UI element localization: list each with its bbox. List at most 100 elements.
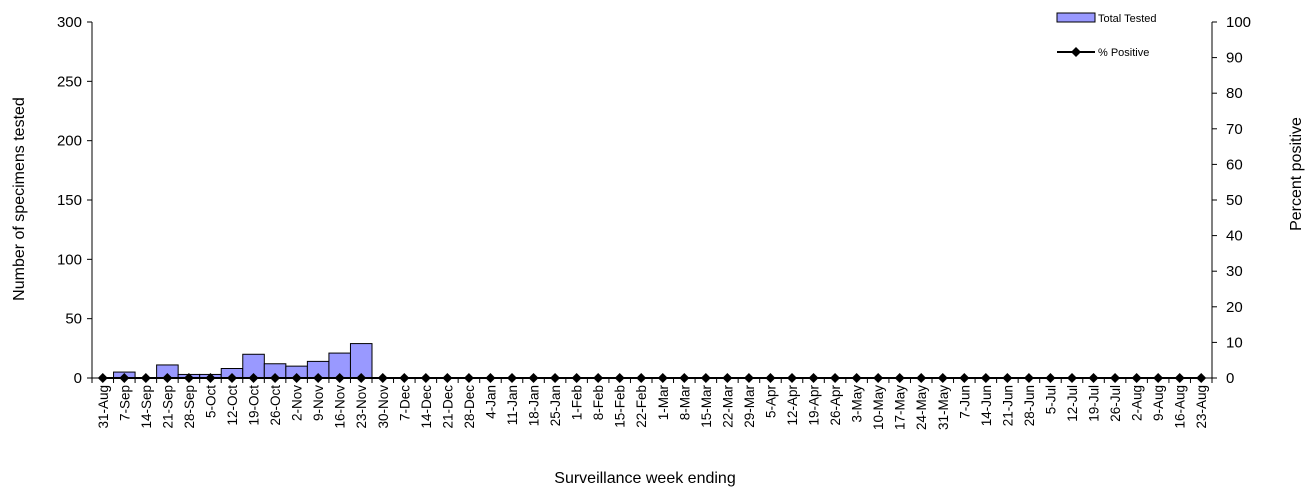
x-tick-label: 21-Sep	[160, 385, 175, 429]
line-point	[1110, 373, 1121, 383]
x-tick-label: 15-Feb	[613, 385, 628, 428]
x-tick-label: 7-Sep	[117, 385, 132, 421]
x-tick-label: 10-May	[871, 385, 886, 430]
x-tick-label: 4-Jan	[483, 385, 498, 419]
x-tick-label: 24-May	[914, 385, 929, 430]
line-point	[571, 373, 582, 383]
line-point	[894, 373, 905, 383]
line-point	[593, 373, 604, 383]
x-tick-label: 28-Sep	[182, 385, 197, 429]
x-tick-label: 31-Aug	[96, 385, 111, 429]
y-tick-label: 50	[65, 311, 82, 328]
line-point	[808, 373, 819, 383]
x-tick-label: 3-May	[850, 385, 865, 423]
x-tick-label: 8-Mar	[677, 385, 692, 421]
legend-label-total-tested: Total Tested	[1098, 13, 1157, 25]
x-tick-label: 9-Aug	[1151, 385, 1166, 421]
line-point	[614, 373, 625, 383]
y-tick-label: 300	[57, 14, 82, 31]
line-point	[442, 373, 453, 383]
y2-tick-label: 40	[1226, 228, 1243, 245]
y2-tick-label: 60	[1226, 156, 1243, 173]
x-tick-label: 1-Mar	[656, 385, 671, 421]
line-point	[485, 373, 496, 383]
line-point	[722, 373, 733, 383]
line-point	[636, 373, 647, 383]
line-point	[463, 373, 474, 383]
x-tick-label: 16-Aug	[1173, 385, 1188, 429]
y2-tick-label: 80	[1226, 85, 1243, 102]
legend-marker-percent-positive	[1071, 47, 1081, 57]
line-point	[937, 373, 948, 383]
line-point	[1153, 373, 1164, 383]
x-tick-label: 22-Mar	[720, 385, 735, 428]
x-tick-label: 26-Oct	[268, 385, 283, 426]
x-tick-label: 12-Oct	[225, 385, 240, 426]
line-point	[291, 373, 302, 383]
x-tick-label: 12-Apr	[785, 385, 800, 426]
x-tick-label: 21-Dec	[440, 385, 455, 429]
line-point	[743, 373, 754, 383]
line-point	[980, 373, 991, 383]
line-point	[1067, 373, 1077, 383]
y-tick-label: 250	[57, 73, 82, 90]
y-tick-label: 200	[57, 133, 82, 150]
line-point	[334, 373, 345, 383]
line-point	[1045, 373, 1056, 383]
line-point	[313, 373, 324, 383]
x-tick-label: 19-Jul	[1087, 385, 1102, 422]
x-tick-label: 30-Nov	[376, 385, 391, 429]
x-tick-label: 16-Nov	[333, 385, 348, 429]
y2-tick-label: 10	[1226, 334, 1243, 351]
y-tick-label: 100	[57, 251, 82, 268]
x-tick-label: 23-Nov	[354, 385, 369, 429]
x-tick-label: 9-Nov	[311, 385, 326, 421]
x-tick-label: 21-Jun	[1000, 385, 1015, 426]
x-tick-label: 5-Oct	[203, 385, 218, 418]
line-point	[528, 373, 539, 383]
line-point	[1131, 373, 1142, 383]
x-tick-label: 28-Dec	[462, 385, 477, 429]
line-point	[248, 373, 259, 383]
line-point	[873, 373, 884, 383]
x-tick-label: 19-Apr	[807, 385, 822, 426]
y-tick-label: 150	[57, 192, 82, 209]
line-point	[700, 373, 711, 383]
line-point	[119, 373, 130, 383]
y2-tick-label: 30	[1226, 263, 1243, 280]
legend-label-percent-positive: % Positive	[1098, 47, 1149, 59]
line-point	[140, 373, 151, 383]
x-tick-label: 17-May	[893, 385, 908, 430]
plot-area: 0 50 100 150 200 250 300 0 10 20 30 40 50 60 70 80 90 100…	[57, 14, 1251, 430]
line-point	[356, 373, 367, 383]
legend: Total Tested % Positive	[1056, 12, 1157, 59]
y2-tick-label: 50	[1226, 192, 1243, 209]
line-point	[1174, 373, 1185, 383]
legend-swatch-total-tested	[1056, 12, 1096, 23]
x-tick-label: 19-Oct	[247, 385, 262, 426]
x-tick-label: 1-Feb	[570, 385, 585, 420]
x-tick-label: 5-Apr	[763, 384, 778, 418]
line-point	[1088, 373, 1099, 383]
line-point	[162, 373, 173, 383]
line-point	[399, 373, 410, 383]
line-point	[377, 373, 388, 383]
x-tick-label: 26-Apr	[828, 385, 843, 426]
line-point	[270, 373, 281, 383]
y2-tick-label: 100	[1226, 14, 1251, 31]
line-point	[787, 373, 797, 383]
line-point	[679, 373, 690, 383]
line-point	[765, 373, 776, 383]
x-tick-label: 14-Sep	[139, 385, 154, 429]
line-point	[1023, 373, 1034, 383]
line-point	[97, 373, 108, 383]
line-point	[550, 373, 561, 383]
x-tick-label: 28-Jun	[1022, 385, 1037, 426]
x-axis-title: Surveillance week ending	[554, 470, 735, 487]
x-tick-label: 11-Jan	[505, 385, 520, 425]
line-point	[420, 373, 431, 383]
y2-axis-title: Percent positive	[1288, 117, 1305, 231]
bar	[349, 343, 373, 379]
line-point	[851, 373, 862, 383]
